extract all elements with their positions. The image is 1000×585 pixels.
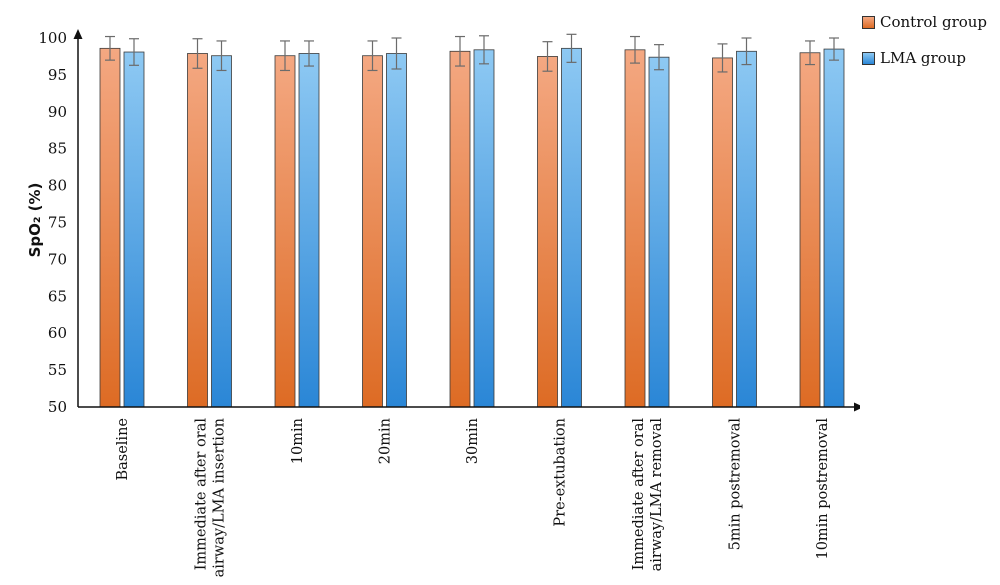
bar-control-8	[799, 52, 821, 408]
error-bar-lma-7	[741, 37, 752, 66]
bar-lma-5	[561, 47, 582, 408]
error-bar-lma-4	[479, 35, 489, 65]
bars-layer	[99, 47, 845, 408]
error-bar-control-7	[717, 43, 728, 73]
error-bar-lma-5	[566, 33, 577, 63]
y-tick-label-65: 65	[48, 287, 67, 305]
y-axis-arrow-icon	[73, 29, 83, 39]
error-bar-control-2	[280, 40, 290, 72]
y-tick-label-80: 80	[48, 177, 67, 195]
bar-lma-0	[123, 51, 145, 408]
x-tick-label-1-line0: Immediate after oral	[194, 418, 210, 571]
y-tick-label-100: 100	[38, 29, 67, 47]
y-tick-labels: 50 55 60 65 70 75 80 85 90 95 100	[38, 29, 67, 416]
error-bar-control-3	[367, 40, 378, 72]
bar-control-1	[187, 53, 208, 408]
x-tick-label-6-line1: airway/LMA removal	[649, 418, 665, 572]
legend-label-control: Control group	[880, 13, 988, 31]
error-bar-lma-0	[129, 38, 139, 66]
error-bar-control-8	[805, 40, 815, 66]
error-bar-lma-3	[391, 37, 402, 70]
bar-control-5	[537, 56, 558, 408]
legend-item-lma: LMA group	[862, 46, 998, 70]
error-bar-control-6	[630, 35, 640, 64]
y-tick-label-95: 95	[48, 66, 67, 84]
error-bar-control-4	[455, 35, 465, 67]
error-bars-layer	[105, 33, 839, 73]
x-tick-label-3: 20min	[378, 418, 394, 464]
x-tick-label-5: Pre-extubation	[553, 418, 569, 527]
y-tick-label-50: 50	[48, 398, 67, 416]
x-category-labels: Baseline Immediate after oral airway/LMA i…	[115, 418, 831, 578]
x-tick-label-1-line1: airway/LMA insertion	[212, 418, 228, 577]
x-tick-label-8: 10min postremoval	[815, 418, 831, 560]
x-tick-label-0: Baseline	[115, 418, 131, 481]
bar-lma-8	[823, 48, 845, 408]
y-tick-label-55: 55	[48, 361, 67, 379]
bar-lma-7	[736, 50, 757, 408]
legend-item-control: Control group	[862, 10, 998, 34]
bar-chart: 50 55 60 65 70 75 80 85 90 95 100 Baseline Immediat…	[26, 29, 860, 578]
error-bar-lma-2	[304, 40, 314, 67]
error-bar-lma-6	[654, 44, 664, 71]
y-tick-label-70: 70	[48, 250, 67, 268]
y-tick-label-75: 75	[48, 214, 67, 232]
bar-control-2	[274, 55, 296, 408]
x-tick-label-2: 10min	[290, 418, 306, 464]
x-tick-label-7: 5min postremoval	[728, 418, 744, 551]
bar-lma-4	[473, 49, 495, 408]
bar-lma-1	[211, 55, 232, 408]
y-axis-title: SpO₂ (%)	[26, 183, 44, 258]
legend-swatch-control	[862, 15, 875, 29]
legend-swatch-lma	[862, 51, 875, 65]
x-axis-arrow-icon	[854, 402, 860, 412]
bar-lma-2	[298, 53, 320, 408]
bar-control-6	[624, 49, 646, 408]
bar-lma-6	[648, 56, 670, 408]
x-tick-label-4: 30min	[465, 418, 481, 464]
legend: Control group LMA group	[862, 10, 998, 82]
bar-control-7	[712, 57, 733, 408]
axes	[73, 29, 860, 412]
bar-lma-3	[386, 53, 407, 408]
error-bar-control-5	[542, 41, 553, 72]
error-bar-control-0	[105, 35, 115, 61]
x-tick-label-6-line0: Immediate after oral	[631, 418, 647, 571]
bar-control-4	[449, 50, 471, 408]
error-bar-lma-1	[216, 40, 227, 72]
legend-label-lma: LMA group	[880, 49, 966, 67]
error-bar-lma-8	[829, 37, 839, 61]
error-bar-control-1	[192, 38, 203, 69]
y-tick-label-60: 60	[48, 324, 67, 342]
bar-control-0	[99, 47, 121, 408]
y-tick-label-90: 90	[48, 103, 67, 121]
y-tick-label-85: 85	[48, 140, 67, 158]
bar-control-3	[362, 55, 383, 408]
